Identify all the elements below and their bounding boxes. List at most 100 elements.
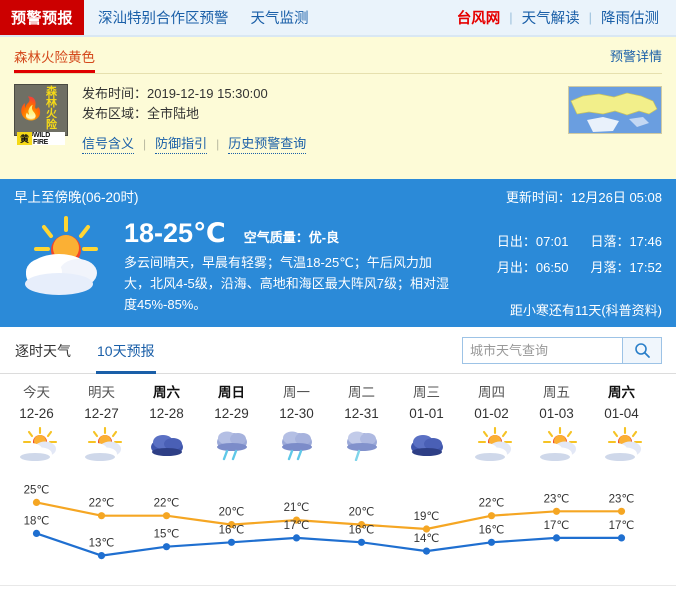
summary-top-row: 早上至傍晚(06-20时) 更新时间：12月26日 05:08 xyxy=(14,186,662,206)
top-navigation-bar: 预警预报 深汕特别合作区预警 天气监测 台风网 | 天气解读 | 降雨估测 xyxy=(0,0,676,37)
forecast-day-column[interactable]: 今天 12-26 xyxy=(4,383,69,425)
sun-times-row: 日出：07:01 日落：17:46 xyxy=(497,229,662,255)
temperature-label: 18℃ xyxy=(24,515,50,527)
summary-temp-row: 18-25℃ 空气质量：优-良 xyxy=(124,218,656,249)
warning-detail-link[interactable]: 预警详情 xyxy=(609,49,662,64)
forecast-weather-icon-cell xyxy=(69,427,134,461)
forecast-weather-icon-cell xyxy=(264,427,329,461)
temperature-point xyxy=(97,552,106,560)
forecast-day-column[interactable]: 周二 12-31 xyxy=(329,383,394,425)
forecast-weekday: 周六 xyxy=(608,385,635,400)
forecast-weekday: 周日 xyxy=(218,385,245,400)
nav-right-links: 台风网 | 天气解读 | 降雨估测 xyxy=(448,0,676,35)
temperature-point xyxy=(97,512,106,520)
solar-term-note[interactable]: 距小寒还有11天(科普资料) xyxy=(509,303,662,318)
temperature-point xyxy=(552,507,561,515)
link-defense-guide[interactable]: 防御指引 xyxy=(155,133,208,154)
temperature-label: 15℃ xyxy=(154,529,180,541)
forecast-day-column[interactable]: 明天 12-27 xyxy=(69,383,134,425)
temperature-point xyxy=(32,529,41,537)
forecast-weekday: 周六 xyxy=(153,385,180,400)
temperature-label: 22℃ xyxy=(479,498,505,510)
sun-behind-cloud-icon xyxy=(538,427,577,461)
summary-text-block: 18-25℃ 空气质量：优-良 多云间晴天，早晨有轻雾；气温18-25℃；午后风… xyxy=(124,210,662,315)
warning-panel: 森林火险黄色 预警详情 🔥 森林 火险 黄 WILD FIRE 发布时间：201… xyxy=(0,37,676,179)
temperature-label: 17℃ xyxy=(284,520,310,532)
nav-left-links: 深汕特别合作区预警 天气监测 xyxy=(84,0,309,35)
warning-divider xyxy=(14,73,662,74)
tab-ten-day-forecast[interactable]: 10天预报 xyxy=(96,328,156,374)
warning-links: 信号含义 | 防御指引 | 历史预警查询 xyxy=(82,133,307,154)
link-signal-meaning[interactable]: 信号含义 xyxy=(82,133,135,154)
temperature-point xyxy=(227,521,236,529)
moonrise-time: 月出：06:50 xyxy=(496,260,569,275)
forecast-day-column[interactable]: 周四 01-02 xyxy=(459,383,524,425)
warning-link-separator: | xyxy=(216,136,220,151)
warning-area-minimap[interactable] xyxy=(568,86,662,134)
tab-hourly-weather[interactable]: 逐时天气 xyxy=(15,342,71,359)
nav-primary-tab[interactable]: 预警预报 xyxy=(0,0,85,35)
wildfire-icon-en-label: WILD FIRE xyxy=(33,132,65,146)
forecast-day-column[interactable]: 周日 12-29 xyxy=(199,383,264,425)
sun-behind-cloud-icon xyxy=(473,427,512,461)
temperature-chart-svg: 25℃ 22℃ 22℃ 20℃ 21℃ 20℃ 19℃ 22℃ 23℃ 23℃ 18℃ 13℃ 15℃ 1… xyxy=(24,484,635,560)
search-input[interactable] xyxy=(462,336,622,364)
nav-link-typhoon[interactable]: 台风网 xyxy=(456,11,501,27)
temperature-point xyxy=(292,516,301,524)
forecast-day-column[interactable]: 周六 12-28 xyxy=(134,383,199,425)
temperature-point xyxy=(617,507,626,515)
forecast-day-column[interactable]: 周一 12-30 xyxy=(264,383,329,425)
forecast-weekday: 周四 xyxy=(478,385,505,400)
forecast-date: 12-27 xyxy=(84,406,119,421)
moon-times-row: 月出：06:50 月落：17:52 xyxy=(497,255,662,281)
nav-link-weather-monitor[interactable]: 天气监测 xyxy=(250,11,309,27)
forecast-date: 12-30 xyxy=(279,406,314,421)
sunset-time: 日落：17:46 xyxy=(590,234,662,249)
temperature-label: 17℃ xyxy=(544,520,570,532)
summary-air-quality: 空气质量：优-良 xyxy=(243,230,340,245)
temperature-label: 13℃ xyxy=(89,538,115,550)
temperature-label: 17℃ xyxy=(609,520,635,532)
temperature-label: 23℃ xyxy=(609,493,635,505)
search-button[interactable] xyxy=(622,336,662,364)
nav-link-shenshan[interactable]: 深汕特别合作区预警 xyxy=(98,11,229,27)
forecast-weekday: 周一 xyxy=(283,385,310,400)
forecast-day-column[interactable]: 周六 01-04 xyxy=(589,383,654,425)
forecast-date: 01-04 xyxy=(604,406,639,421)
temperature-label: 25℃ xyxy=(24,484,50,496)
weather-summary-panel: 早上至傍晚(06-20时) 更新时间：12月26日 05:08 xyxy=(0,179,676,327)
forecast-icon-row xyxy=(0,427,676,461)
temperature-label: 19℃ xyxy=(414,511,440,523)
forecast-weekday: 明天 xyxy=(88,385,115,400)
wildfire-icon-label-line2: 火险 xyxy=(46,108,57,131)
temperature-label: 20℃ xyxy=(219,507,245,519)
forecast-date: 01-01 xyxy=(409,406,444,421)
ten-day-forecast: 今天 12-26 明天 12-27 周六 12-28 周日 12-29 周一 12-30 周二 12-… xyxy=(0,374,676,586)
forecast-weekday: 今天 xyxy=(23,385,50,400)
warning-issue-area: 发布区域：全市陆地 xyxy=(82,106,200,121)
wildfire-icon-footer: 黄 WILD FIRE xyxy=(17,132,65,146)
sun-behind-cloud-icon xyxy=(603,427,642,461)
forecast-weather-icon-cell xyxy=(524,427,589,461)
wildfire-warning-icon: 🔥 森林 火险 黄 WILD FIRE xyxy=(14,84,68,146)
warning-header: 森林火险黄色 预警详情 xyxy=(0,37,676,73)
link-history-warning-query[interactable]: 历史预警查询 xyxy=(228,133,307,154)
forecast-day-column[interactable]: 周三 01-01 xyxy=(394,383,459,425)
temperature-point xyxy=(162,512,171,520)
warning-issue-time: 发布时间：2019-12-19 15:30:00 xyxy=(82,86,268,101)
sunrise-time: 日出：07:01 xyxy=(496,234,569,249)
nav-separator: | xyxy=(509,10,513,25)
forecast-weather-icon-cell xyxy=(459,427,524,461)
nav-link-rain-estimation[interactable]: 降雨估测 xyxy=(601,11,659,27)
summary-astro-info: 日出：07:01 日落：17:46 月出：06:50 月落：17:52 xyxy=(497,229,662,281)
warning-tab-forest-fire[interactable]: 森林火险黄色 xyxy=(14,46,95,73)
forecast-bottom-divider xyxy=(0,585,676,586)
temperature-point xyxy=(32,498,41,506)
temperature-point xyxy=(617,534,626,542)
forecast-day-column[interactable]: 周五 01-03 xyxy=(524,383,589,425)
forecast-weather-icon-cell xyxy=(394,427,459,461)
warning-link-separator: | xyxy=(143,136,147,151)
forecast-weather-icon-cell xyxy=(134,427,199,461)
nav-link-weather-interpretation[interactable]: 天气解读 xyxy=(521,11,580,27)
